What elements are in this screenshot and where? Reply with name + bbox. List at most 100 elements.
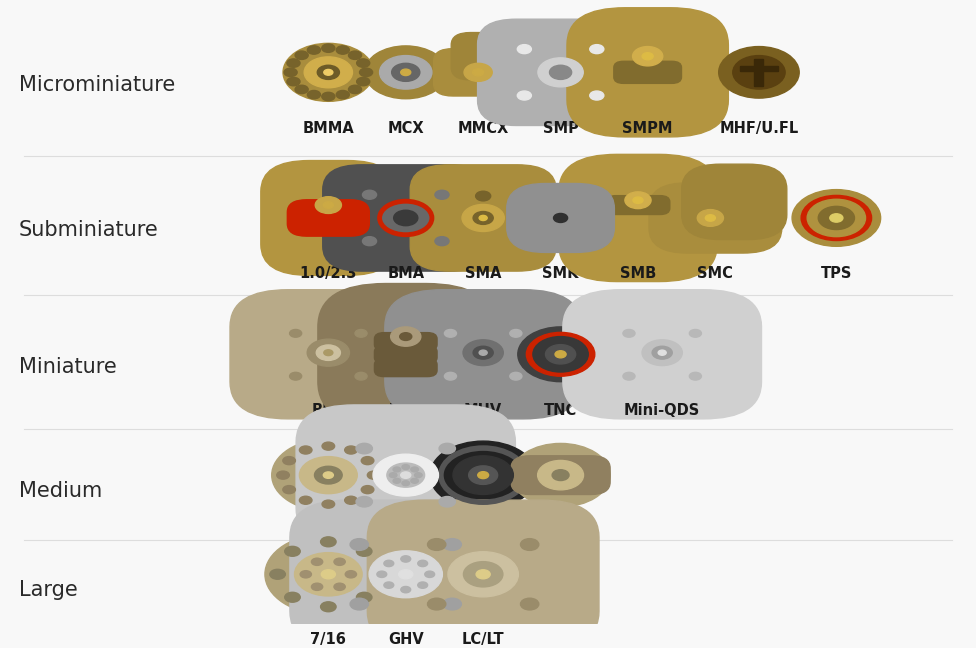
- FancyBboxPatch shape: [287, 200, 369, 236]
- Circle shape: [350, 538, 368, 550]
- Circle shape: [533, 336, 589, 372]
- Text: GHV: GHV: [387, 632, 424, 647]
- Circle shape: [435, 191, 449, 200]
- Text: MHV: MHV: [464, 402, 503, 417]
- Circle shape: [401, 472, 411, 478]
- Circle shape: [361, 485, 374, 494]
- Circle shape: [307, 46, 320, 54]
- Circle shape: [362, 191, 377, 200]
- Circle shape: [538, 58, 584, 87]
- FancyBboxPatch shape: [375, 358, 437, 376]
- Circle shape: [444, 373, 457, 380]
- Text: SMK: SMK: [543, 266, 579, 281]
- FancyBboxPatch shape: [375, 332, 437, 351]
- Circle shape: [356, 592, 372, 602]
- Circle shape: [356, 59, 370, 67]
- Circle shape: [418, 561, 427, 566]
- Text: HN: HN: [393, 529, 418, 544]
- Circle shape: [623, 329, 635, 337]
- Circle shape: [590, 91, 604, 100]
- Circle shape: [324, 350, 333, 356]
- Circle shape: [346, 571, 356, 578]
- Circle shape: [300, 496, 312, 504]
- Circle shape: [371, 570, 386, 579]
- FancyBboxPatch shape: [451, 32, 517, 80]
- Circle shape: [290, 329, 302, 337]
- Circle shape: [305, 57, 352, 87]
- Circle shape: [706, 214, 715, 221]
- FancyBboxPatch shape: [681, 164, 787, 240]
- Circle shape: [807, 200, 866, 237]
- Circle shape: [540, 204, 582, 231]
- FancyBboxPatch shape: [507, 183, 614, 253]
- Circle shape: [337, 91, 349, 99]
- Circle shape: [718, 47, 799, 98]
- FancyBboxPatch shape: [606, 196, 670, 214]
- Circle shape: [307, 339, 349, 366]
- Circle shape: [418, 582, 427, 588]
- Text: MCX: MCX: [387, 121, 424, 135]
- Circle shape: [411, 467, 419, 472]
- Circle shape: [462, 204, 505, 231]
- Circle shape: [356, 443, 373, 454]
- Circle shape: [356, 546, 372, 556]
- Text: Large: Large: [19, 580, 77, 600]
- Circle shape: [323, 202, 334, 208]
- Circle shape: [389, 473, 397, 478]
- Circle shape: [520, 598, 539, 610]
- Text: 1.0/2.3: 1.0/2.3: [300, 266, 357, 281]
- FancyBboxPatch shape: [563, 290, 761, 419]
- Circle shape: [549, 65, 572, 80]
- FancyBboxPatch shape: [296, 405, 515, 546]
- Circle shape: [689, 329, 702, 337]
- Circle shape: [430, 441, 536, 509]
- Circle shape: [475, 191, 491, 201]
- Circle shape: [373, 454, 438, 496]
- Text: SMC: SMC: [698, 266, 733, 281]
- Circle shape: [443, 598, 462, 610]
- Circle shape: [311, 583, 323, 590]
- Circle shape: [355, 329, 367, 337]
- Circle shape: [555, 351, 566, 358]
- Circle shape: [348, 51, 361, 60]
- Circle shape: [642, 340, 682, 365]
- Circle shape: [393, 478, 400, 483]
- Circle shape: [284, 68, 297, 76]
- Circle shape: [300, 446, 312, 454]
- Circle shape: [348, 86, 361, 93]
- Circle shape: [399, 570, 413, 579]
- Circle shape: [538, 461, 584, 490]
- Circle shape: [283, 43, 374, 101]
- Circle shape: [472, 69, 484, 76]
- Circle shape: [307, 91, 320, 99]
- Circle shape: [520, 538, 539, 550]
- Circle shape: [590, 45, 604, 54]
- Circle shape: [509, 373, 522, 380]
- Circle shape: [642, 52, 653, 60]
- Circle shape: [625, 192, 651, 209]
- Circle shape: [623, 373, 635, 380]
- Circle shape: [364, 46, 447, 98]
- Text: MMCX: MMCX: [458, 121, 508, 135]
- Circle shape: [361, 457, 374, 465]
- Circle shape: [285, 546, 301, 556]
- Circle shape: [509, 329, 522, 337]
- Text: SMPM: SMPM: [623, 121, 672, 135]
- Circle shape: [517, 91, 531, 100]
- Circle shape: [552, 470, 569, 481]
- Circle shape: [401, 69, 411, 76]
- FancyBboxPatch shape: [385, 290, 582, 419]
- Circle shape: [359, 68, 373, 76]
- Circle shape: [350, 598, 368, 610]
- Text: SMA: SMA: [465, 266, 502, 281]
- Circle shape: [315, 197, 342, 213]
- FancyBboxPatch shape: [230, 290, 427, 419]
- Circle shape: [546, 345, 576, 364]
- Circle shape: [295, 553, 362, 596]
- Circle shape: [277, 471, 289, 479]
- Circle shape: [464, 562, 503, 587]
- FancyBboxPatch shape: [323, 165, 489, 271]
- Circle shape: [380, 56, 432, 89]
- Circle shape: [386, 463, 425, 487]
- Circle shape: [402, 465, 410, 470]
